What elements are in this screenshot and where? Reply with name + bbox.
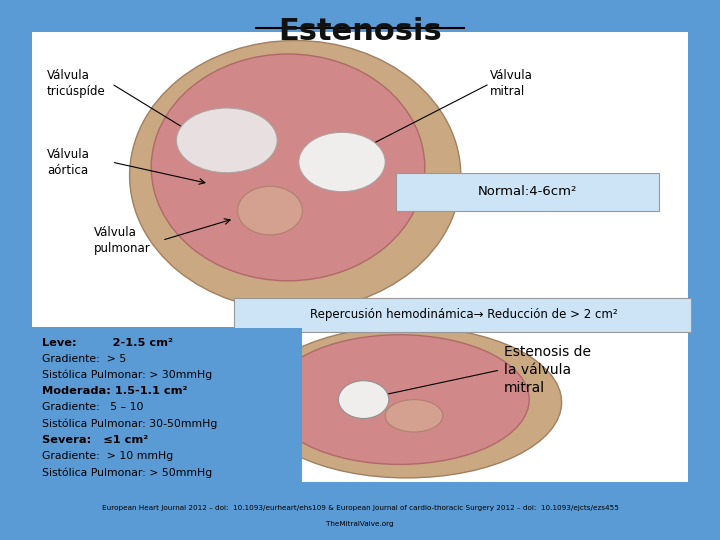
- Text: Sistólica Pulmonar: > 30mmHg: Sistólica Pulmonar: > 30mmHg: [42, 370, 212, 380]
- FancyBboxPatch shape: [234, 298, 691, 332]
- Ellipse shape: [299, 132, 385, 192]
- FancyBboxPatch shape: [32, 328, 688, 482]
- Ellipse shape: [130, 40, 461, 310]
- Text: Moderada: 1.5-1.1 cm²: Moderada: 1.5-1.1 cm²: [42, 386, 187, 396]
- Text: Estenosis: Estenosis: [278, 17, 442, 46]
- Text: Gradiente:  > 10 mmHg: Gradiente: > 10 mmHg: [42, 451, 173, 461]
- Ellipse shape: [151, 54, 425, 281]
- FancyBboxPatch shape: [396, 173, 659, 211]
- Ellipse shape: [176, 108, 277, 173]
- Ellipse shape: [238, 186, 302, 235]
- Text: Sistólica Pulmonar: > 50mmHg: Sistólica Pulmonar: > 50mmHg: [42, 467, 212, 477]
- Text: Repercusión hemodinámica→ Reducción de > 2 cm²: Repercusión hemodinámica→ Reducción de >…: [310, 308, 618, 321]
- Text: Gradiente:  > 5: Gradiente: > 5: [42, 354, 126, 364]
- Text: Estenosis de
la válvula
mitral: Estenosis de la válvula mitral: [504, 345, 591, 395]
- Text: Válvula
pulmonar: Válvula pulmonar: [94, 226, 150, 255]
- Text: Válvula
mitral: Válvula mitral: [490, 69, 533, 98]
- Ellipse shape: [385, 400, 443, 432]
- Text: TheMitralValve.org: TheMitralValve.org: [326, 521, 394, 527]
- Text: Severa:   ≤1 cm²: Severa: ≤1 cm²: [42, 435, 148, 445]
- Ellipse shape: [270, 335, 529, 464]
- FancyBboxPatch shape: [32, 328, 302, 482]
- Text: Normal:4-6cm²: Normal:4-6cm²: [477, 185, 577, 198]
- Ellipse shape: [338, 381, 389, 418]
- Text: Leve:         2-1.5 cm²: Leve: 2-1.5 cm²: [42, 338, 173, 348]
- Text: Sistólica Pulmonar: 30-50mmHg: Sistólica Pulmonar: 30-50mmHg: [42, 418, 217, 429]
- Text: Gradiente:   5 – 10: Gradiente: 5 – 10: [42, 402, 143, 413]
- Text: Válvula
tricúspíde: Válvula tricúspíde: [47, 69, 106, 98]
- Text: European Heart Journal 2012 – doi:  10.1093/eurheart/ehs109 & European Journal o: European Heart Journal 2012 – doi: 10.10…: [102, 504, 618, 511]
- FancyBboxPatch shape: [32, 32, 688, 327]
- Ellipse shape: [252, 327, 562, 478]
- Text: Válvula
aórtica: Válvula aórtica: [47, 147, 90, 177]
